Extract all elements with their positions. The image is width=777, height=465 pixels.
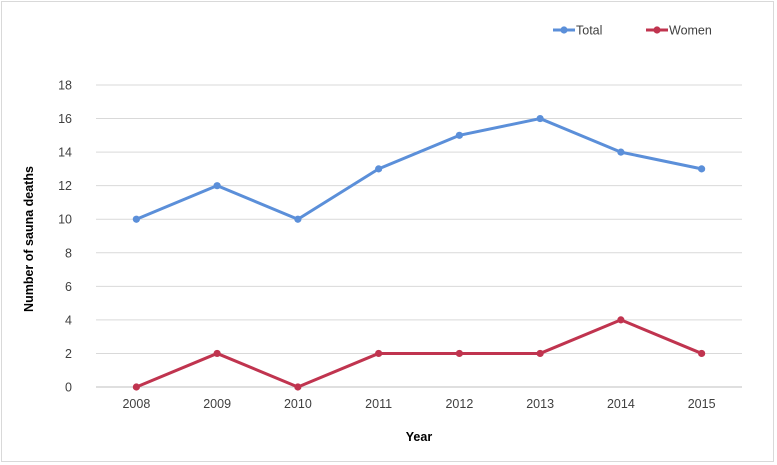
data-point-women xyxy=(294,383,302,391)
legend: Total Women xyxy=(553,24,712,38)
x-tick-label: 2009 xyxy=(203,397,231,411)
data-point-total xyxy=(132,215,140,223)
y-tick-label: 0 xyxy=(65,381,72,395)
data-point-women xyxy=(698,349,706,358)
x-tick-label: 2012 xyxy=(445,397,473,411)
y-tick-label: 12 xyxy=(58,179,72,193)
data-point-total xyxy=(617,148,625,156)
data-point-women xyxy=(375,349,383,358)
y-tick-label: 16 xyxy=(58,112,72,126)
x-tick-label: 2013 xyxy=(526,397,554,411)
y-tick-label: 8 xyxy=(65,246,72,260)
data-point-total xyxy=(455,131,463,139)
data-point-total xyxy=(294,215,302,223)
data-point-total xyxy=(536,114,544,123)
data-point-women xyxy=(536,349,544,358)
x-axis-ticks: 2008 2009 2010 2011 2012 2013 2014 2015 xyxy=(122,397,715,411)
y-tick-label: 14 xyxy=(58,146,72,160)
data-point-women xyxy=(213,349,221,358)
data-point-women xyxy=(455,349,463,358)
series-line-total xyxy=(134,117,704,221)
x-tick-label: 2008 xyxy=(122,397,150,411)
x-tick-label: 2011 xyxy=(365,397,392,411)
gridlines xyxy=(96,84,742,354)
y-tick-label: 4 xyxy=(65,313,72,327)
y-tick-label: 18 xyxy=(58,79,72,93)
data-point-total xyxy=(213,182,221,190)
legend-label-women: Women xyxy=(669,24,712,38)
legend-marker-women xyxy=(653,26,661,34)
legend-label-total: Total xyxy=(576,24,602,38)
y-tick-label: 10 xyxy=(58,213,72,227)
y-axis-ticks: 0 2 4 6 8 10 12 14 16 18 xyxy=(58,79,72,395)
x-tick-label: 2014 xyxy=(607,397,635,411)
data-point-total xyxy=(698,165,706,173)
y-axis-title: Number of sauna deaths xyxy=(22,166,36,312)
series-group xyxy=(132,114,706,391)
legend-marker-total xyxy=(560,26,568,34)
data-point-women xyxy=(132,383,140,391)
series-line-women xyxy=(134,318,704,389)
y-tick-label: 2 xyxy=(65,347,72,361)
data-point-women xyxy=(617,316,625,324)
data-point-total xyxy=(375,165,383,173)
y-tick-label: 6 xyxy=(65,280,72,294)
x-tick-label: 2015 xyxy=(688,397,716,411)
x-tick-label: 2010 xyxy=(284,397,312,411)
x-axis-title: Year xyxy=(406,430,433,444)
